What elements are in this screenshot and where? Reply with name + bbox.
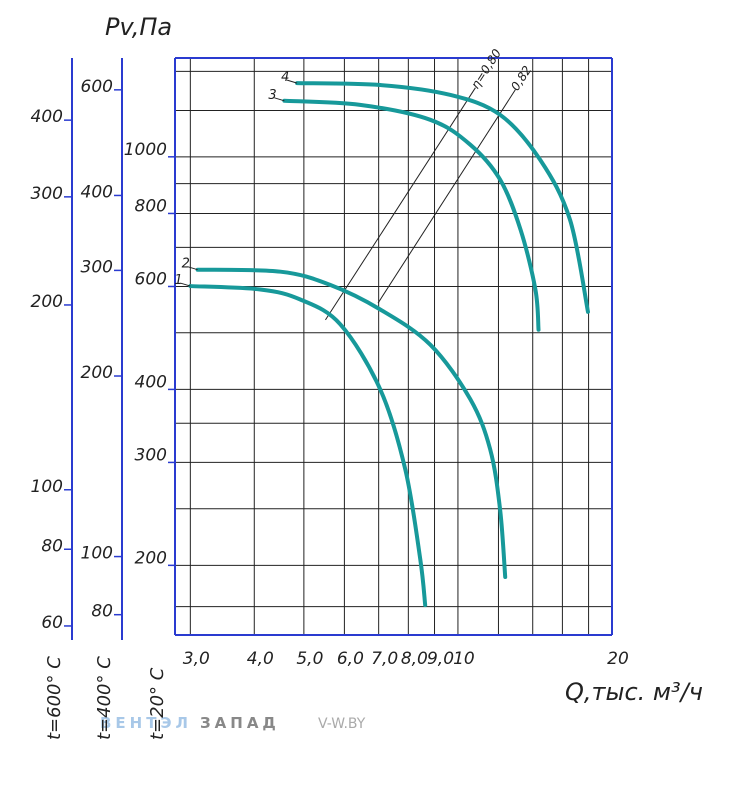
x-tick-label: 6,0 [337,649,364,669]
axis-label: t=600° C [44,656,65,740]
x-tick-label: 4,0 [247,649,274,669]
y-tick-label: 100 [31,477,63,497]
y-tick-label: 1000 [124,140,167,160]
watermark: V-W.BY [318,716,366,732]
x-tick-label: 5,0 [296,649,323,669]
y-tick-label: 300 [81,257,113,277]
y-tick-label: 100 [81,544,113,564]
watermark: ЗАПАД [200,714,280,732]
y-tick-label: 60 [41,613,63,633]
y-tick-label: 600 [135,269,167,289]
y-tick-label: 80 [91,602,113,622]
label-leader [180,282,191,287]
x-tick-label: 10 [453,649,475,669]
y-tick-label: 200 [135,548,167,568]
y-tick-label: 300 [31,184,63,204]
fan-curve [295,81,590,314]
x-tick-label: 8,0 [401,649,428,669]
x-tick-label: 7,0 [371,649,398,669]
y-tick-label: 80 [41,536,63,556]
y-tick-label: 400 [31,107,63,127]
y-tick-label: 400 [135,372,167,392]
curve-label: 1 [174,273,182,288]
y-tick-label: 200 [81,363,113,383]
efficiency-line [377,89,516,304]
axis-label: t=400° C [94,656,115,740]
y-axis-title: Pv,Па [105,13,172,41]
efficiency-label: 0,82 [508,63,534,93]
y-tick-label: 300 [135,445,167,465]
curve-label: 3 [268,88,276,103]
label-leader [286,79,298,84]
efficiency-line [325,87,476,321]
curve-label: 4 [281,70,289,85]
y-tick-label: 400 [81,182,113,202]
y-tick-label: 200 [31,292,63,312]
label-leader [274,97,285,102]
fan-curve [282,98,541,332]
x-tick-label: 9,0 [427,649,454,669]
y-tick-label: 600 [81,77,113,97]
x-tick-label: 20 [607,649,629,669]
axis-label: t=20° C [147,667,168,740]
curve-label: 2 [182,257,190,272]
watermark: ВЕНТЭЛ [100,714,192,732]
fan-curve [195,267,508,580]
fan-curve [188,284,428,608]
y-tick-label: 800 [135,196,167,216]
x-axis-title: Q,тыс. м³/ч [565,678,703,706]
x-tick-label: 3,0 [183,649,210,669]
label-leader [187,266,198,271]
